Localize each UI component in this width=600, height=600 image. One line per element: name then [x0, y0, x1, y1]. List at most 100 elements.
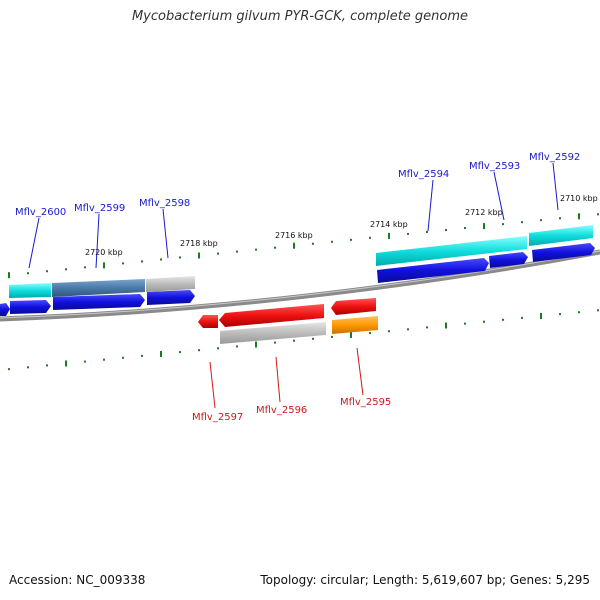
scale-tick — [236, 345, 238, 348]
cds-arrow[interactable] — [377, 258, 489, 283]
scale-labels: 2720 kbp 2718 kbp 2716 kbp 2714 kbp 2712… — [85, 194, 598, 257]
scale-tick — [27, 366, 29, 369]
scale-tick — [521, 221, 523, 224]
scale-label: 2710 kbp — [560, 194, 598, 203]
scale-tick — [8, 272, 10, 279]
gene-bar[interactable] — [220, 322, 326, 344]
forward-gene-track — [9, 225, 593, 298]
cds-arrow[interactable] — [532, 243, 595, 262]
gene-label[interactable]: Mflv_2595 — [340, 397, 391, 408]
scale-tick — [217, 252, 219, 255]
scale-tick — [445, 322, 447, 329]
scale-tick — [578, 311, 580, 314]
gene-label[interactable]: Mflv_2592 — [529, 152, 580, 163]
genome-backbone — [0, 249, 600, 322]
scale-tick — [103, 358, 105, 361]
scale-tick — [27, 272, 29, 275]
genome-summary: Topology: circular; Length: 5,619,607 bp… — [260, 573, 590, 587]
scale-tick — [84, 266, 86, 269]
scale-tick — [369, 236, 371, 239]
scale-tick — [445, 229, 447, 232]
cds-arrow[interactable] — [489, 252, 528, 268]
scale-tick — [350, 332, 352, 338]
scale-tick — [597, 213, 599, 216]
scale-tick — [483, 223, 485, 230]
cds-arrow[interactable] — [219, 304, 324, 327]
scale-tick — [502, 223, 504, 226]
gene-bar[interactable] — [376, 236, 527, 266]
scale-tick — [46, 364, 48, 367]
scale-tick — [464, 227, 466, 230]
scale-tick — [179, 351, 181, 354]
scale-tick — [274, 246, 276, 249]
cds-arrow[interactable] — [147, 290, 195, 305]
scale-tick — [179, 256, 181, 259]
gene-bar[interactable] — [529, 225, 593, 246]
scale-tick — [597, 309, 599, 312]
gene-label[interactable]: Mflv_2599 — [74, 203, 125, 214]
gene-bar[interactable] — [9, 283, 51, 298]
map-title: Mycobacterium gilvum PYR-GCK, complete g… — [131, 9, 469, 24]
scale-tick — [426, 326, 428, 329]
scale-tick — [236, 250, 238, 253]
scale-tick — [255, 341, 257, 348]
scale-tick — [293, 242, 295, 249]
scale-tick — [274, 341, 276, 344]
scale-tick — [122, 262, 124, 265]
cds-arrow[interactable] — [0, 303, 10, 316]
scale-tick — [312, 242, 314, 245]
scale-tick — [388, 232, 390, 239]
accession-label: Accession: NC_009338 — [9, 573, 146, 587]
reverse-gene-track — [220, 316, 378, 344]
scale-tick — [160, 351, 162, 357]
cds-arrow[interactable] — [53, 294, 145, 310]
scale-tick — [198, 349, 200, 352]
scale-label: 2712 kbp — [465, 208, 503, 217]
scale-ticks — [8, 213, 599, 371]
gene-label[interactable]: Mflv_2597 — [192, 412, 243, 423]
scale-tick — [426, 230, 428, 233]
scale-tick — [407, 232, 409, 235]
scale-tick — [559, 217, 561, 220]
scale-tick — [483, 320, 485, 323]
gene-labels: Mflv_2600 Mflv_2599 Mflv_2598 Mflv_2594 … — [15, 152, 580, 423]
scale-tick — [255, 248, 257, 251]
cds-arrow[interactable] — [10, 300, 51, 314]
forward-cds-track — [0, 243, 595, 316]
scale-tick — [122, 356, 124, 359]
scale-tick — [160, 258, 162, 261]
scale-tick — [464, 322, 466, 325]
scale-tick — [84, 360, 86, 363]
scale-tick — [559, 313, 561, 316]
gene-bar[interactable] — [146, 276, 195, 292]
label-leaders — [28, 162, 559, 409]
cds-arrow[interactable] — [198, 315, 218, 328]
gene-bar[interactable] — [332, 316, 378, 334]
scale-tick — [293, 339, 295, 342]
gene-label[interactable]: Mflv_2594 — [398, 169, 449, 180]
gene-bar[interactable] — [52, 279, 145, 297]
scale-tick — [46, 270, 48, 273]
scale-tick — [103, 262, 105, 269]
scale-tick — [521, 316, 523, 319]
scale-tick — [141, 260, 143, 263]
gene-label[interactable]: Mflv_2598 — [139, 198, 190, 209]
scale-label: 2716 kbp — [275, 231, 313, 240]
cds-arrow[interactable] — [331, 298, 376, 315]
gene-label[interactable]: Mflv_2593 — [469, 161, 520, 172]
scale-tick — [540, 313, 542, 319]
scale-tick — [331, 240, 333, 243]
scale-tick — [65, 268, 67, 271]
scale-tick — [388, 330, 390, 333]
scale-tick — [312, 337, 314, 340]
scale-tick — [540, 219, 542, 222]
scale-tick — [350, 238, 352, 241]
scale-tick — [198, 252, 200, 259]
scale-tick — [407, 328, 409, 331]
scale-label: 2718 kbp — [180, 239, 218, 248]
scale-tick — [331, 335, 333, 338]
gene-label[interactable]: Mflv_2600 — [15, 207, 66, 218]
reverse-cds-track — [198, 298, 376, 328]
gene-label[interactable]: Mflv_2596 — [256, 405, 307, 416]
